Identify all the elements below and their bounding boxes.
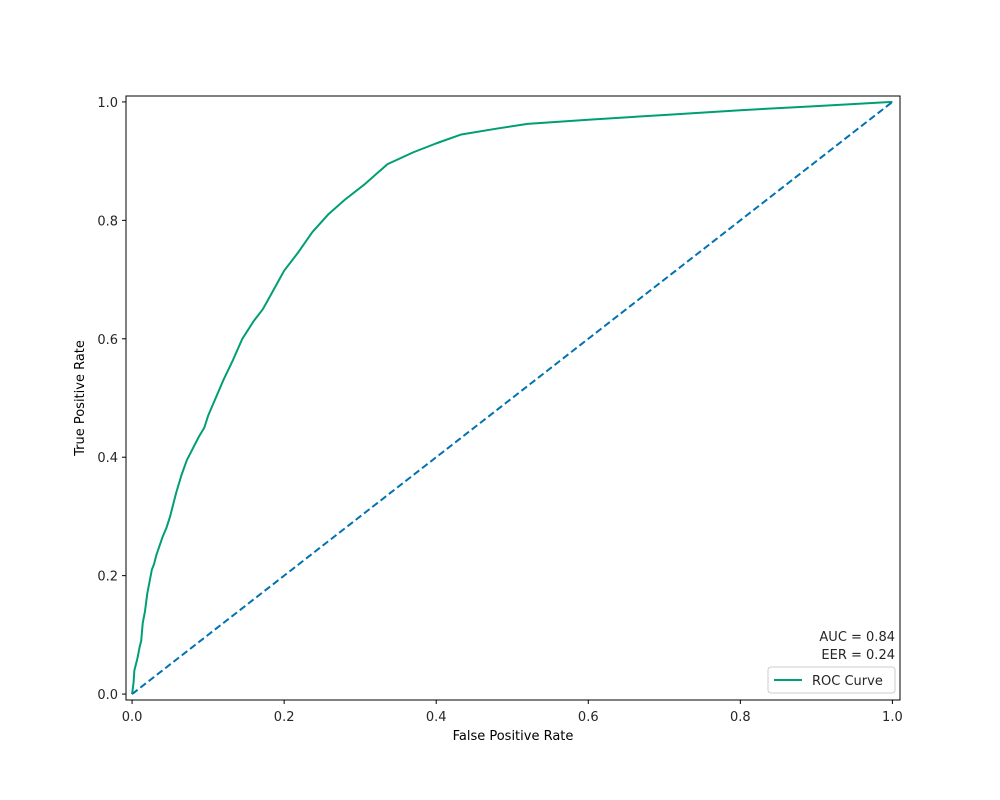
legend-label-roc-curve: ROC Curve	[812, 674, 883, 689]
y-tick-label: 0.8	[97, 214, 118, 229]
x-axis-ticks: 0.0 0.2 0.4 0.6 0.8 1.0	[122, 700, 903, 725]
y-axis-label: True Positive Rate	[73, 340, 88, 457]
y-tick-label: 0.2	[97, 570, 118, 585]
x-tick-label: 0.6	[578, 710, 599, 725]
series-line-chance-diagonal	[131, 101, 894, 695]
series-line-roc-curve	[131, 100, 893, 695]
legend-box	[767, 666, 896, 694]
y-tick-label: 1.0	[97, 96, 118, 111]
x-tick-label: 0.0	[122, 710, 143, 725]
plot-frame	[125, 95, 901, 701]
y-axis-ticks: 0.0 0.2 0.4 0.6 0.8 1.0	[97, 96, 126, 703]
metrics-annotations: AUC = 0.84 EER = 0.24	[819, 630, 895, 663]
x-tick-label: 0.4	[426, 710, 447, 725]
legend: ROC Curve	[767, 666, 896, 694]
x-tick-label: 1.0	[882, 710, 903, 725]
y-tick-label: 0.0	[97, 688, 118, 703]
eer-annotation: EER = 0.24	[821, 648, 895, 663]
series-layer	[131, 100, 894, 695]
x-tick-label: 0.8	[730, 710, 751, 725]
auc-annotation: AUC = 0.84	[819, 630, 895, 645]
plot-area	[125, 95, 901, 701]
y-tick-label: 0.4	[97, 451, 118, 466]
x-tick-label: 0.2	[274, 710, 295, 725]
x-axis-label: False Positive Rate	[453, 729, 574, 744]
y-tick-label: 0.6	[97, 333, 118, 348]
